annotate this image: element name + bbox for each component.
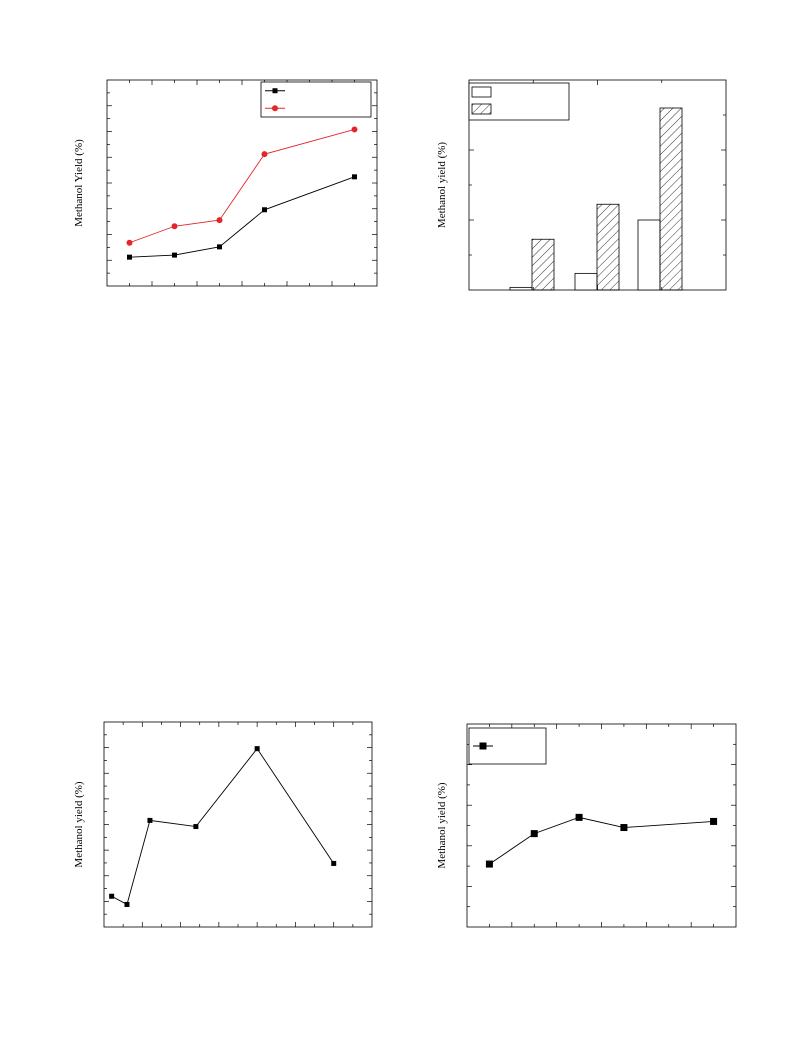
legend-box: [468, 727, 547, 765]
data-point: [530, 830, 538, 838]
data-point: [331, 860, 337, 866]
data-point: [124, 901, 130, 907]
y-axis-label: Methanol yield (%): [436, 782, 448, 868]
bar: [509, 286, 533, 291]
series-line: [111, 747, 335, 906]
chart-panel-1: Methanol Yield (%): [73, 79, 378, 287]
y-axis-label: Methanol yield (%): [73, 781, 85, 867]
data-point: [575, 813, 583, 821]
data-point: [261, 151, 268, 158]
data-point: [710, 817, 718, 825]
data-point: [485, 860, 493, 868]
data-point: [172, 252, 177, 258]
data-point: [127, 254, 132, 260]
data-point: [126, 239, 133, 246]
data-point: [351, 126, 358, 133]
bar: [659, 107, 683, 291]
bar: [637, 219, 661, 291]
y-axis-label: Methanol Yield (%): [73, 139, 85, 227]
series-line: [129, 129, 355, 244]
data-point: [352, 174, 357, 180]
bar: [596, 203, 620, 291]
chart-panel-4: Methanol yield (%): [436, 723, 737, 928]
data-point: [109, 893, 115, 899]
chart-panel-3: Methanol yield (%): [73, 721, 373, 928]
chart-panel-2: Methanol yield (%): [436, 79, 727, 291]
legend-swatch: [471, 86, 492, 98]
bar: [574, 272, 598, 291]
legend-box: [260, 81, 372, 118]
data-point: [272, 88, 278, 94]
data-point: [147, 817, 153, 823]
data-point: [254, 746, 260, 752]
data-point: [216, 217, 223, 224]
data-point: [479, 742, 487, 750]
series-line: [129, 176, 355, 258]
series-line: [489, 816, 714, 865]
data-point: [272, 105, 278, 112]
bar: [531, 238, 555, 291]
legend-swatch: [471, 103, 492, 115]
data-point: [171, 223, 178, 230]
data-point: [217, 244, 222, 250]
plot-frame: [103, 721, 373, 928]
data-point: [262, 207, 267, 213]
data-point: [620, 824, 628, 832]
data-point: [193, 824, 199, 830]
y-axis-label: Methanol yield (%): [436, 142, 448, 228]
